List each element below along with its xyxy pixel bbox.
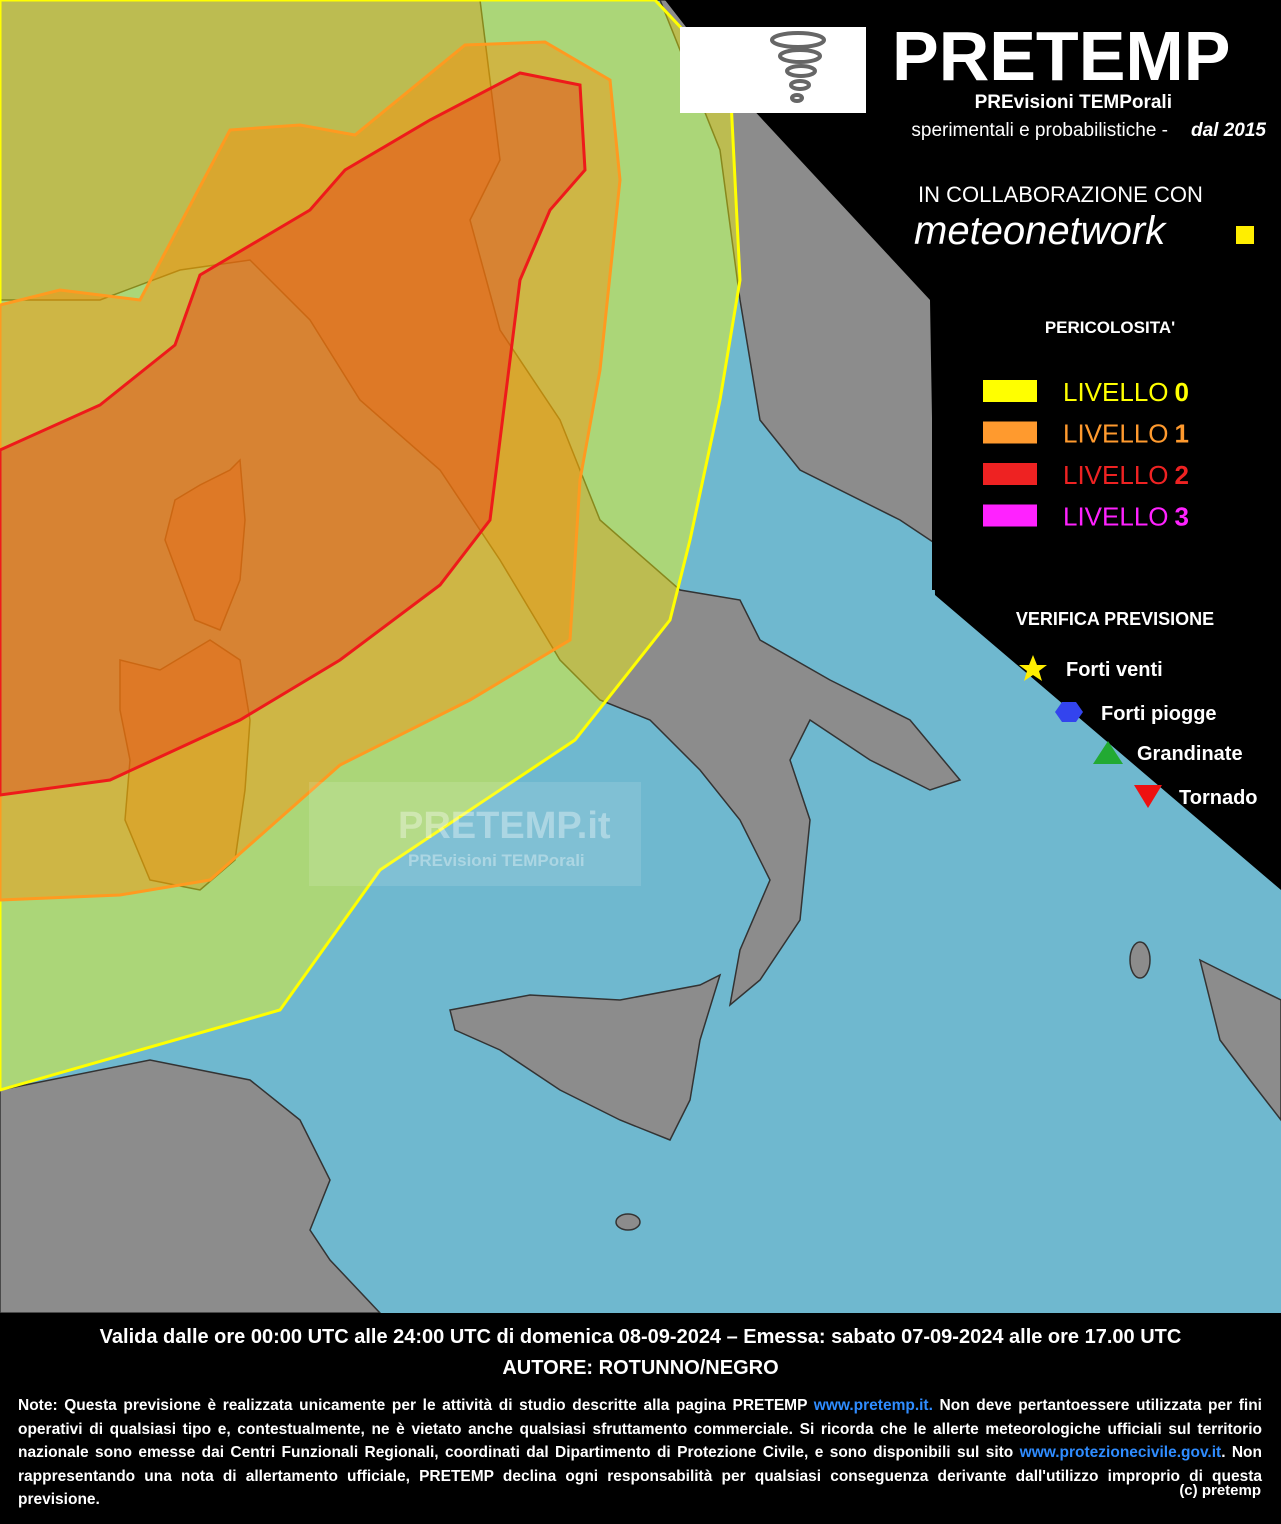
symbol-tornado [1134,785,1162,808]
legend-level: 2 [1175,460,1189,490]
watermark-title: PRETEMP.it [398,805,611,847]
title: PRETEMP [892,17,1230,95]
legend-swatch [983,421,1037,444]
legend-label-text: LIVELLO [1063,377,1169,407]
since: dal 2015 [1191,120,1266,141]
note: Note: Questa previsione è realizzata uni… [18,1394,1262,1512]
verification-title: VERIFICA PREVISIONE [1016,609,1214,629]
verification-item: Forti venti [1066,659,1163,681]
legend-swatch [983,380,1037,402]
symbol-hail [1093,741,1123,764]
collaboration: IN COLLABORAZIONE CON [918,182,1203,207]
tagline: sperimentali e probabilistiche - [911,120,1168,141]
footer [0,1313,1281,1524]
validity: Valida dalle ore 00:00 UTC alle 24:00 UT… [99,1326,1182,1348]
note-text: . Non rappresentando una nota di allerta… [18,1444,1262,1508]
legend-label-text: LIVELLO [1063,419,1169,449]
legend-label-text: LIVELLO [1063,502,1169,532]
legend-label: LIVELLO 2 [1063,460,1189,490]
legend-level: 1 [1175,419,1189,449]
legend-label: LIVELLO 1 [1063,419,1189,449]
verification-item: Grandinate [1137,743,1243,765]
watermark-subtitle: PREvisioni TEMPorali [408,851,585,870]
note-text: Non deve pertantoessere utilizzata per f… [18,1397,1262,1461]
author: AUTORE: ROTUNNO/NEGRO [502,1357,779,1379]
partner: meteonetwork [914,209,1167,253]
partner-mark [1236,226,1254,244]
logo-icon [770,31,826,103]
legend-level: 3 [1175,502,1189,532]
note-link[interactable]: www.pretemp.it. [813,1397,933,1414]
copyright: (c) pretemp [1179,1482,1261,1499]
legend-label: LIVELLO 0 [1063,377,1189,407]
legend-level: 0 [1175,377,1189,407]
subtitle: PREvisioni TEMPorali [975,92,1172,113]
note-link[interactable]: www.protezionecivile.gov.it [1019,1444,1222,1461]
verification-item: Forti piogge [1101,703,1217,725]
legend-swatch [983,463,1037,485]
watermark-box [309,782,641,886]
area-level-1 [0,40,622,902]
note-text: Note: Questa previsione è realizzata uni… [18,1397,814,1414]
legend-label-text: LIVELLO [1063,460,1169,490]
legend-box [932,302,1281,590]
area-level-2 [0,71,587,797]
legend-title: PERICOLOSITA' [1045,318,1175,337]
legend-swatch [983,504,1037,527]
verification-item: Tornado [1179,787,1258,809]
map: PRETEMP.it PREvisioni TEMPorali PRETEMP … [0,0,1281,1313]
symbol-rain [1055,702,1083,722]
legend-label: LIVELLO 3 [1063,502,1189,532]
symbol-wind [1019,655,1047,681]
